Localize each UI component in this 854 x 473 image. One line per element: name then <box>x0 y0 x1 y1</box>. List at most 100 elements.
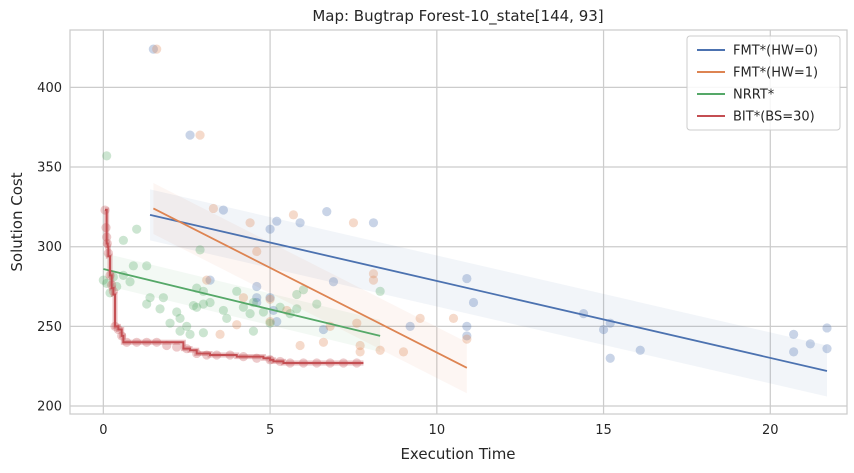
nrrt-point <box>265 318 275 328</box>
fmt-hw-1-point <box>398 347 409 357</box>
fmt-hw-1-point <box>348 218 359 228</box>
fmt-hw-1-point <box>245 218 255 228</box>
y-tick-label: 250 <box>37 320 62 335</box>
fmt-hw-1-point <box>215 329 225 339</box>
fmt-hw-1-point <box>202 275 212 285</box>
x-tick-label: 20 <box>762 423 779 438</box>
fmt-hw-0-point <box>462 321 472 331</box>
nrrt-point <box>175 313 185 323</box>
fmt-hw-1-point <box>208 203 218 214</box>
nrrt-point <box>102 278 112 288</box>
nrrt-point <box>145 293 155 303</box>
nrrt-point <box>195 245 205 255</box>
fmt-hw-1-point <box>415 313 425 323</box>
fmt-hw-0-point <box>405 321 415 331</box>
fmt-hw-1-point <box>195 130 205 140</box>
fmt-hw-1-point <box>295 340 305 351</box>
fmt-hw-0-point <box>789 347 799 357</box>
bit-bs-30-step-line <box>105 209 364 365</box>
fmt-hw-0-point <box>272 316 282 327</box>
nrrt-point <box>245 309 255 319</box>
tick-layer: 0 5 10 15 20 200 250 300 350 400 <box>37 81 778 438</box>
nrrt-point <box>312 299 322 309</box>
legend-items: FMT*(HW=0) FMT*(HW=1) NRRT* BIT*(BS=30) <box>697 44 818 125</box>
line-layer <box>103 207 828 372</box>
fmt-hw-1-point <box>238 293 249 303</box>
fmt-hw-0-point <box>598 324 609 335</box>
fmt-hw-1-point <box>355 340 365 351</box>
legend-label-fmt-hw-1: FMT*(HW=1) <box>733 66 818 81</box>
nrrt-point <box>248 326 259 336</box>
nrrt-point <box>275 302 285 312</box>
nrrt-point <box>218 305 228 316</box>
fmt-hw-0-point <box>272 216 282 226</box>
fmt-hw-0-trend-line <box>149 213 828 372</box>
legend-label-nrrt: NRRT* <box>733 88 775 103</box>
nrrt-point <box>165 318 175 328</box>
fmt-hw-0-point <box>265 293 275 303</box>
fmt-hw-1-point <box>352 318 362 328</box>
legend-label-bit-bs-30: BIT*(BS=30) <box>733 110 815 125</box>
fmt-hw-1-point <box>368 269 379 279</box>
fmt-hw-1-point <box>462 334 472 344</box>
nrrt-point <box>128 261 138 271</box>
nrrt-point <box>182 321 192 331</box>
x-tick-label: 10 <box>429 423 446 438</box>
fmt-hw-0-point <box>462 273 472 284</box>
nrrt-point <box>258 307 269 317</box>
nrrt-point <box>185 329 195 339</box>
fmt-hw-0-point <box>462 331 472 341</box>
fmt-hw-1-point <box>318 337 329 347</box>
fmt-hw-1-point <box>265 294 275 304</box>
x-tick-label: 5 <box>266 423 274 438</box>
fmt-hw-1-point <box>288 210 299 220</box>
fmt-hw-0-point <box>148 44 158 54</box>
fmt-hw-0-point <box>218 205 228 215</box>
nrrt-trend-line <box>103 268 381 337</box>
nrrt-point <box>222 313 232 323</box>
nrrt-point <box>232 286 242 296</box>
fmt-hw-0-point <box>822 323 832 333</box>
x-axis-title: Execution Time <box>400 445 515 463</box>
nrrt-point <box>155 304 165 314</box>
fmt-hw-0-point <box>822 344 832 354</box>
nrrt-point <box>192 302 202 312</box>
nrrt-point <box>205 297 215 308</box>
fmt-hw-0-point <box>265 224 275 234</box>
fmt-hw-1-point <box>448 313 459 323</box>
nrrt-point <box>198 328 208 338</box>
fmt-hw-0-point <box>252 293 262 303</box>
fmt-hw-0-point <box>322 207 332 217</box>
legend: FMT*(HW=0) FMT*(HW=1) NRRT* BIT*(BS=30) <box>686 35 841 131</box>
fmt-hw-0-point <box>605 353 615 363</box>
nrrt-point <box>125 277 135 287</box>
plot-frame <box>69 29 848 415</box>
y-axis-title: Solution Cost <box>8 172 26 271</box>
fmt-hw-1-trend-line <box>152 207 468 369</box>
fmt-hw-0-point <box>205 275 215 285</box>
fmt-hw-0-point <box>185 130 195 140</box>
fmt-hw-1-point <box>375 345 385 355</box>
bit-bs-30-point <box>172 342 182 352</box>
fmt-hw-1-point <box>368 275 379 285</box>
x-tick-label: 15 <box>595 423 612 438</box>
fmt-hw-0-point <box>368 218 379 228</box>
fmt-hw-0-point <box>635 345 645 355</box>
nrrt-point <box>175 326 185 336</box>
y-tick-label: 300 <box>37 240 62 255</box>
x-tick-label: 0 <box>99 423 107 438</box>
fmt-hw-1-point <box>152 44 162 54</box>
nrrt-point <box>158 293 168 303</box>
nrrt-point <box>112 281 122 292</box>
nrrt-point <box>298 285 309 295</box>
legend-box <box>686 35 841 131</box>
fmt-hw-1-point <box>252 246 262 257</box>
nrrt-point <box>188 301 198 311</box>
nrrt-point <box>142 299 152 309</box>
chart-title: Map: Bugtrap Forest-10_state[144, 93] <box>312 7 603 26</box>
fmt-hw-1-point <box>355 347 365 357</box>
fmt-hw-1-point <box>232 320 242 330</box>
fmt-hw-0-point <box>252 281 262 292</box>
y-tick-label: 200 <box>37 400 62 415</box>
